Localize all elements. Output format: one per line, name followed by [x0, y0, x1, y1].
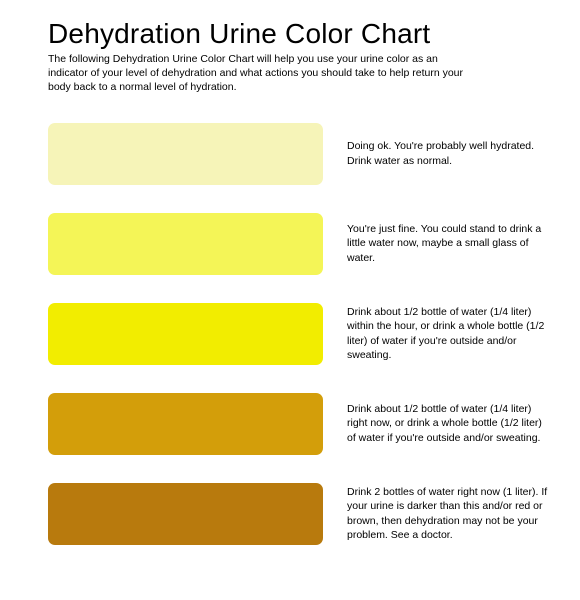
color-description: Drink about 1/2 bottle of water (1/4 lit… [347, 305, 552, 362]
page-title: Dehydration Urine Color Chart [48, 18, 552, 50]
color-row: Doing ok. You're probably well hydrated.… [48, 123, 552, 185]
color-row: Drink about 1/2 bottle of water (1/4 lit… [48, 303, 552, 365]
color-swatch [48, 393, 323, 455]
color-row: Drink 2 bottles of water right now (1 li… [48, 483, 552, 545]
color-swatch [48, 483, 323, 545]
page-subtitle: The following Dehydration Urine Color Ch… [48, 52, 468, 95]
color-description: You're just fine. You could stand to dri… [347, 222, 552, 265]
color-swatch [48, 303, 323, 365]
color-swatch [48, 123, 323, 185]
color-rows: Doing ok. You're probably well hydrated.… [48, 123, 552, 545]
chart-page: Dehydration Urine Color Chart The follow… [0, 0, 580, 545]
color-swatch [48, 213, 323, 275]
color-row: Drink about 1/2 bottle of water (1/4 lit… [48, 393, 552, 455]
color-description: Drink 2 bottles of water right now (1 li… [347, 485, 552, 542]
color-row: You're just fine. You could stand to dri… [48, 213, 552, 275]
color-description: Doing ok. You're probably well hydrated.… [347, 139, 552, 167]
color-description: Drink about 1/2 bottle of water (1/4 lit… [347, 402, 552, 445]
